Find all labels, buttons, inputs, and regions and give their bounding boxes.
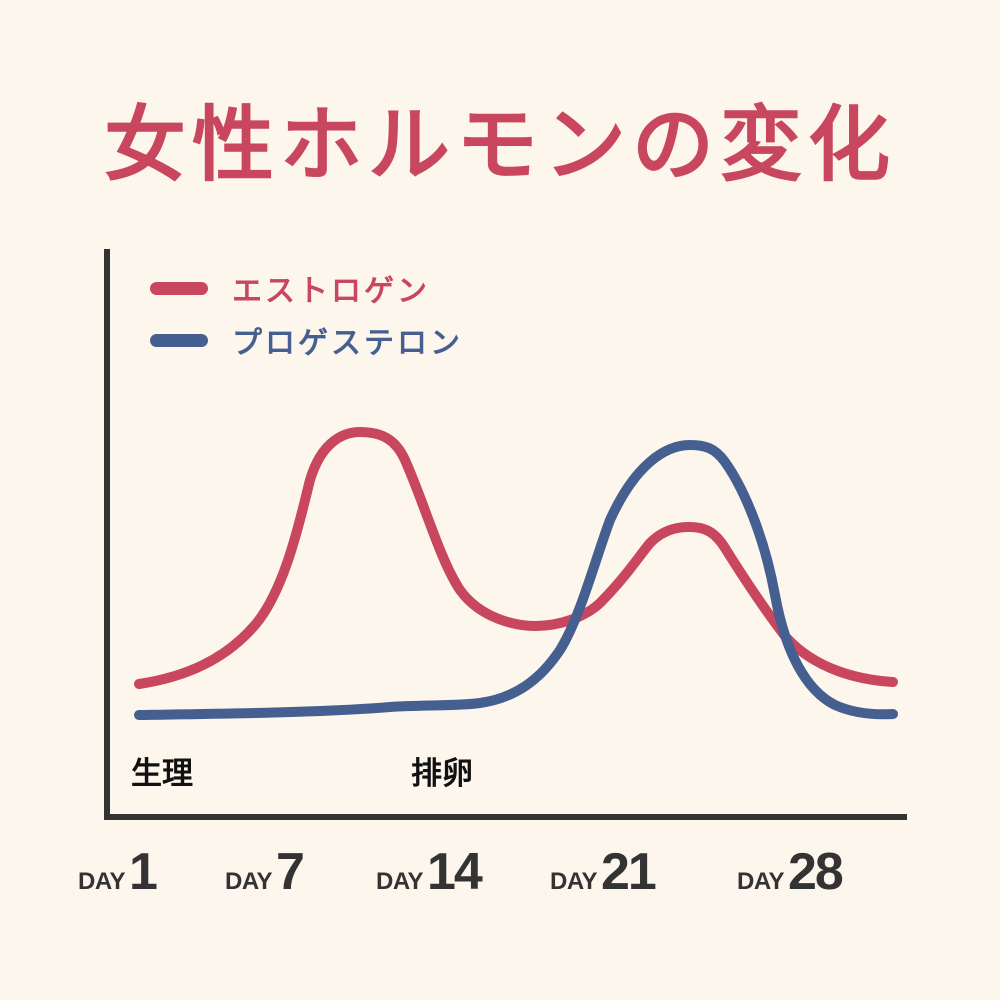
legend-label-estrogen: エストロゲン — [232, 274, 430, 309]
x-tick-day-7: DAY 7 — [225, 842, 305, 902]
x-tick-day-28: DAY 28 — [737, 842, 844, 902]
x-tick-number: 1 — [128, 843, 158, 901]
x-tick-prefix: DAY — [737, 868, 784, 895]
legend-label-progesterone: プロゲステロン — [232, 326, 463, 361]
progesterone-line — [134, 440, 898, 720]
x-tick-number: 28 — [787, 843, 844, 901]
phase-label-ovulation: 排卵 — [411, 756, 473, 792]
x-tick-number: 21 — [600, 843, 657, 901]
x-tick-day-14: DAY 14 — [376, 842, 483, 902]
x-tick-day-21: DAY 21 — [550, 842, 657, 902]
x-tick-number: 14 — [426, 843, 483, 901]
phase-label-menstruation: 生理 — [131, 756, 193, 792]
legend-swatch-progesterone — [150, 333, 208, 347]
x-tick-prefix: DAY — [376, 868, 423, 895]
x-tick-prefix: DAY — [225, 868, 272, 895]
legend-item-estrogen: エストロゲン — [150, 268, 430, 309]
x-tick-prefix: DAY — [550, 868, 597, 895]
legend-swatch-estrogen — [150, 281, 208, 295]
axes — [104, 249, 907, 820]
x-tick-number: 7 — [275, 843, 305, 901]
x-tick-day-1: DAY 1 — [78, 842, 158, 902]
chart-title: 女性ホルモンの変化 — [103, 98, 896, 193]
estrogen-line — [134, 427, 898, 689]
legend-item-progesterone: プロゲステロン — [150, 320, 463, 361]
x-tick-prefix: DAY — [78, 868, 125, 895]
